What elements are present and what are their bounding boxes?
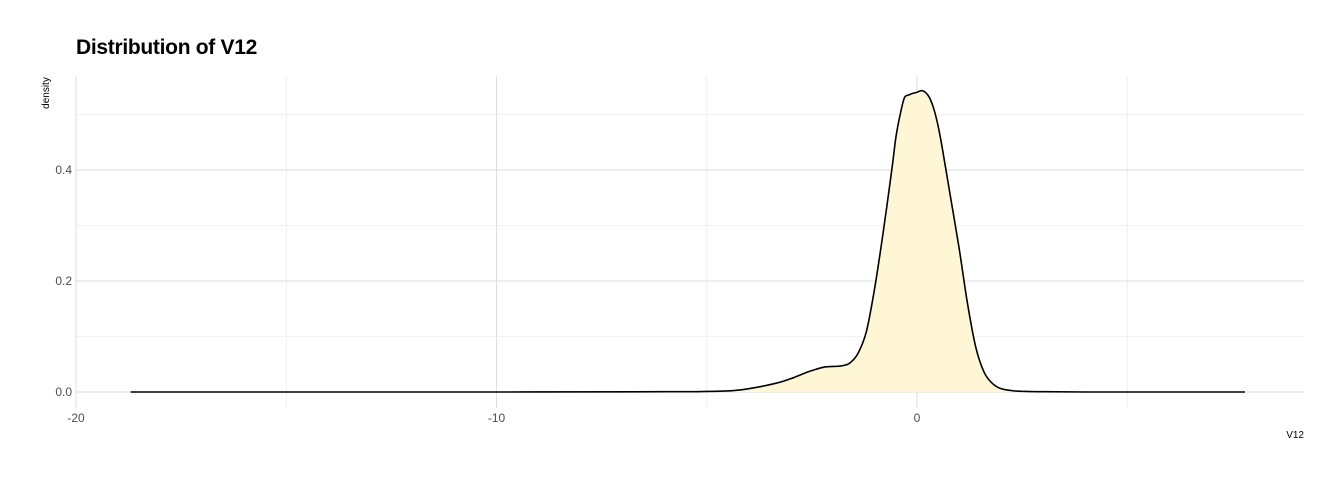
y-tick-label: 0.4 (55, 163, 72, 177)
tick-labels: 0.0 0.2 0.4 -20 -10 0 (55, 163, 920, 425)
grid-lines (75, 76, 1304, 408)
y-tick-label: 0.0 (55, 385, 72, 399)
density-area (130, 89, 1245, 393)
x-tick-label: -10 (488, 411, 506, 425)
x-tick-label: 0 (914, 411, 921, 425)
chart-title: Distribution of V12 (76, 36, 257, 59)
density-line (130, 89, 1245, 393)
x-tick-label: -20 (67, 411, 85, 425)
y-axis-title: density (41, 77, 52, 109)
x-axis-title: V12 (1286, 430, 1304, 441)
y-tick-label: 0.2 (55, 274, 72, 288)
density-fill (130, 90, 1245, 392)
